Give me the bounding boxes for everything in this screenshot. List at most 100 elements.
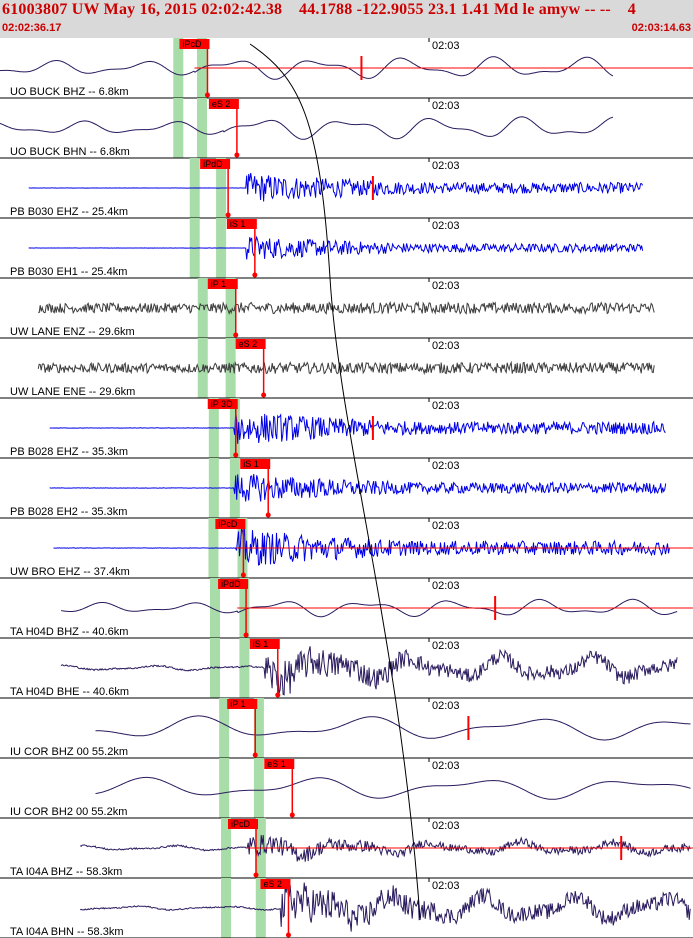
minute-tick-label: 02:03 bbox=[432, 460, 460, 472]
pick-label: iS 1 bbox=[230, 219, 246, 229]
waveform-trace bbox=[60, 646, 678, 696]
minute-tick-label: 02:03 bbox=[432, 700, 460, 712]
channel-row[interactable]: iP 1 02:03 IU COR BHZ 00 55.2km bbox=[0, 698, 693, 759]
pick-dot bbox=[233, 332, 239, 338]
pick-flag bbox=[227, 699, 258, 709]
pick-label: iPcD bbox=[218, 519, 238, 529]
window-end-time: 02:03:14.63 bbox=[631, 22, 691, 34]
pick-label: iPdD bbox=[221, 579, 241, 589]
minute-tick-label: 02:03 bbox=[432, 820, 460, 832]
channel-label: IU COR BHZ 00 55.2km bbox=[10, 746, 128, 758]
channel-row[interactable]: eS 2 02:03 UW LANE ENE -- 29.6km bbox=[0, 338, 693, 399]
pick-dot bbox=[233, 452, 239, 458]
waveform-trace bbox=[61, 598, 678, 618]
pick-dot bbox=[252, 272, 258, 278]
minute-tick-label: 02:03 bbox=[432, 160, 460, 172]
minute-tick-label: 02:03 bbox=[432, 520, 460, 532]
waveform-trace bbox=[0, 116, 614, 140]
window-start-time: 02:02:36.17 bbox=[2, 22, 62, 34]
pick-flag bbox=[235, 339, 266, 349]
pick-dot bbox=[243, 632, 249, 638]
pick-window bbox=[219, 698, 230, 758]
pick-label: iP 3D bbox=[211, 399, 233, 409]
pick-label: iS 1 bbox=[253, 639, 269, 649]
minute-tick-label: 02:03 bbox=[432, 880, 460, 892]
pick-window bbox=[255, 878, 266, 938]
pick-dot bbox=[253, 872, 259, 878]
channel-label: TA I04A BHN -- 58.3km bbox=[10, 926, 124, 938]
pick-label: eS 1 bbox=[267, 759, 286, 769]
minute-tick-label: 02:03 bbox=[432, 640, 460, 652]
channel-row[interactable]: iPcD 02:03 TA I04A BHZ -- 58.3km bbox=[0, 818, 693, 879]
seismogram-panel[interactable]: iPcD 02:03 UO BUCK BHZ -- 6.8km eS 2 02:03 UO… bbox=[0, 38, 693, 938]
channel-row[interactable]: iPdD 02:03 TA H04D BHZ -- 40.6km bbox=[0, 578, 693, 639]
channel-row[interactable]: iS 1 02:03 PB B030 EH1 -- 25.4km bbox=[0, 218, 693, 279]
event-title: 61003807 UW May 16, 2015 02:02:42.38 44.… bbox=[2, 1, 636, 18]
pick-label: iPcD bbox=[231, 819, 251, 829]
pick-label: iPdD bbox=[203, 159, 223, 169]
pick-label: iP 1 bbox=[230, 699, 245, 709]
waveform-trace bbox=[28, 172, 644, 202]
minute-tick-label: 02:03 bbox=[432, 100, 460, 112]
pick-label: iPcD bbox=[182, 39, 202, 49]
channel-label: UW BRO EHZ -- 37.4km bbox=[10, 566, 130, 578]
pick-label: iS 1 bbox=[243, 459, 259, 469]
pick-window bbox=[209, 578, 220, 638]
channel-row[interactable]: iP 3D 02:03 PB B028 EHZ -- 35.3km bbox=[0, 398, 693, 459]
pick-flag bbox=[227, 819, 258, 829]
waveform-trace bbox=[28, 235, 644, 260]
pick-flag bbox=[179, 39, 210, 49]
channel-row[interactable]: iPdD 02:03 PB B030 EHZ -- 25.4km bbox=[0, 158, 693, 219]
channel-label: TA H04D BHE -- 40.6km bbox=[10, 686, 129, 698]
channel-label: PB B030 EH1 -- 25.4km bbox=[10, 266, 127, 278]
event-header: 61003807 UW May 16, 2015 02:02:42.38 44.… bbox=[0, 0, 693, 38]
pick-window bbox=[221, 818, 232, 878]
minute-tick-label: 02:03 bbox=[432, 220, 460, 232]
pick-flag bbox=[207, 399, 238, 409]
waveform-trace bbox=[95, 776, 691, 800]
waveform-trace bbox=[79, 834, 691, 862]
channel-label: TA H04D BHZ -- 40.6km bbox=[10, 626, 128, 638]
pick-flag bbox=[240, 459, 271, 469]
channel-row[interactable]: iPcD 02:03 UW BRO EHZ -- 37.4km bbox=[0, 518, 693, 579]
pick-window bbox=[197, 278, 208, 338]
channel-row[interactable]: iS 1 02:03 TA H04D BHE -- 40.6km bbox=[0, 638, 693, 699]
channel-label: UO BUCK BHN -- 6.8km bbox=[10, 146, 130, 158]
minute-tick-label: 02:03 bbox=[432, 400, 460, 412]
pick-label: eS 2 bbox=[212, 99, 231, 109]
channel-label: UW LANE ENE -- 29.6km bbox=[10, 386, 135, 398]
channel-label: TA I04A BHZ -- 58.3km bbox=[10, 866, 122, 878]
pick-window bbox=[239, 638, 250, 698]
moveout-curve bbox=[249, 43, 421, 919]
pick-flag bbox=[249, 639, 280, 649]
waveform-trace bbox=[53, 528, 670, 566]
pick-label: eS 2 bbox=[239, 339, 258, 349]
channel-row[interactable]: iP 1 02:03 UW LANE ENZ -- 29.6km bbox=[0, 278, 693, 339]
minute-tick-label: 02:03 bbox=[432, 760, 460, 772]
waveform-trace bbox=[95, 715, 691, 741]
pick-window bbox=[173, 38, 184, 98]
channel-row[interactable]: eS 1 02:03 IU COR BH2 00 55.2km bbox=[0, 758, 693, 819]
pick-dot bbox=[289, 812, 295, 818]
channel-label: UO BUCK BHZ -- 6.8km bbox=[10, 86, 129, 98]
pick-dot bbox=[204, 92, 210, 98]
pick-label: eS 2 bbox=[263, 879, 282, 889]
pick-window bbox=[225, 278, 236, 338]
pick-flag bbox=[260, 879, 291, 889]
channel-row[interactable]: eS 2 02:03 UO BUCK BHN -- 6.8km bbox=[0, 98, 693, 159]
pick-dot bbox=[225, 212, 231, 218]
pick-window bbox=[209, 638, 220, 698]
waveform-trace bbox=[38, 300, 655, 316]
channel-row[interactable]: eS 2 02:03 TA I04A BHN -- 58.3km bbox=[0, 878, 693, 938]
pick-flag bbox=[264, 759, 295, 769]
waveform-trace bbox=[79, 882, 691, 932]
channel-row[interactable]: iPcD 02:03 UO BUCK BHZ -- 6.8km bbox=[0, 38, 693, 99]
pick-dot bbox=[252, 752, 258, 758]
pick-window bbox=[173, 98, 184, 158]
waveform-trace bbox=[49, 411, 666, 444]
pick-flag bbox=[215, 519, 246, 529]
channel-label: IU COR BH2 00 55.2km bbox=[10, 806, 127, 818]
pick-label: iP 1 bbox=[211, 279, 226, 289]
pick-dot bbox=[285, 932, 291, 938]
channel-row[interactable]: iS 1 02:03 PB B028 EH2 -- 35.3km bbox=[0, 458, 693, 519]
